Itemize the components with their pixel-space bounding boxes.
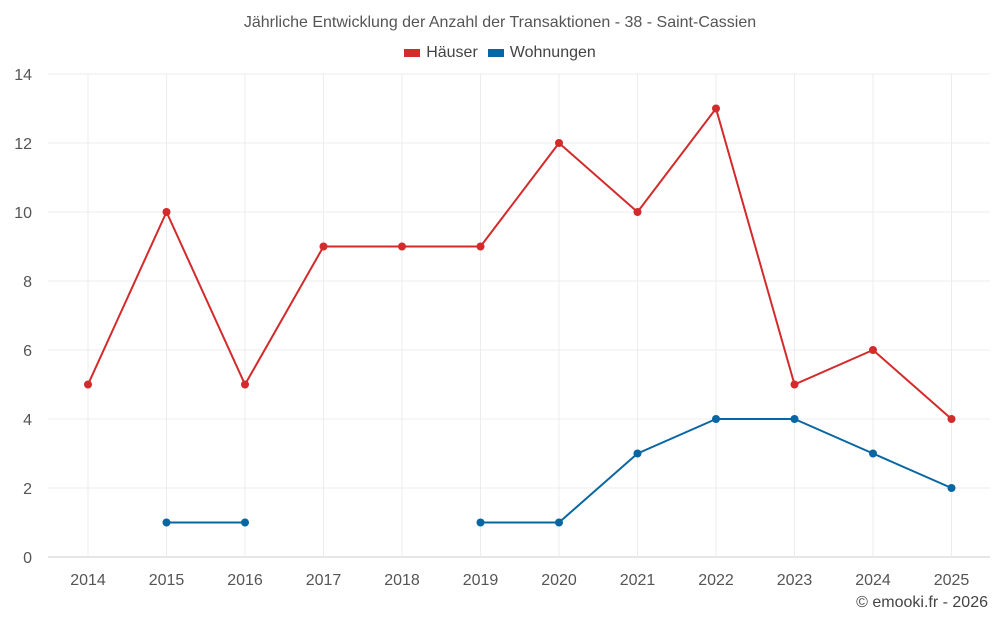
legend-swatch-houses: [404, 49, 421, 57]
data-point-1: [633, 449, 642, 458]
data-point-0: [398, 242, 406, 251]
data-point-1: [241, 518, 249, 527]
legend-label-houses: Häuser: [426, 44, 478, 61]
y-tick-label: 8: [23, 274, 32, 291]
x-tick-label: 2021: [620, 572, 656, 589]
series-line-0: [87, 107, 953, 420]
x-tick-label: 2019: [463, 572, 499, 589]
data-point-0: [476, 242, 485, 251]
y-tick-label: 2: [23, 481, 32, 498]
data-point-0: [162, 208, 171, 216]
data-point-1: [476, 518, 485, 527]
x-tick-label: 2024: [855, 572, 891, 589]
chart-title: Jährliche Entwicklung der Anzahl der Tra…: [243, 14, 757, 31]
y-tick-label: 0: [23, 550, 32, 567]
x-tick-label: 2017: [306, 572, 342, 589]
y-tick-label: 14: [14, 67, 32, 84]
legend-label-apartments: Wohnungen: [509, 44, 596, 61]
data-point-0: [712, 104, 720, 113]
data-point-0: [84, 380, 92, 389]
data-point-0: [947, 415, 956, 423]
data-point-0: [555, 139, 563, 147]
x-tick-label: 2025: [934, 572, 970, 589]
y-tick-label: 12: [14, 136, 32, 153]
legend-item-apartments[interactable]: Wohnungen: [487, 44, 596, 62]
data-point-1: [790, 415, 799, 423]
x-tick-label: 2018: [384, 572, 420, 589]
data-point-0: [633, 208, 642, 216]
data-point-0: [869, 346, 877, 354]
data-point-1: [712, 415, 720, 423]
y-tick-label: 4: [23, 412, 32, 429]
data-point-1: [162, 518, 171, 527]
y-tick-label: 6: [23, 343, 32, 360]
x-tick-label: 2015: [149, 572, 185, 589]
data-point-1: [869, 449, 877, 458]
x-tick-label: 2022: [698, 572, 734, 589]
data-point-1: [555, 518, 563, 527]
y-tick-label: 10: [14, 205, 32, 222]
x-tick-label: 2023: [777, 572, 813, 589]
legend-swatch-apartments: [487, 49, 504, 57]
copyright-credit: © emooki.fr - 2026: [856, 594, 988, 611]
data-point-0: [241, 380, 249, 389]
data-point-1: [947, 484, 956, 492]
x-tick-label: 2016: [227, 572, 263, 589]
legend-item-houses[interactable]: Häuser: [404, 44, 478, 62]
data-point-0: [790, 380, 799, 389]
data-point-0: [319, 242, 328, 251]
legend: Häuser Wohnungen: [0, 44, 1000, 62]
x-tick-label: 2020: [541, 572, 577, 589]
x-tick-label: 2014: [70, 572, 106, 589]
